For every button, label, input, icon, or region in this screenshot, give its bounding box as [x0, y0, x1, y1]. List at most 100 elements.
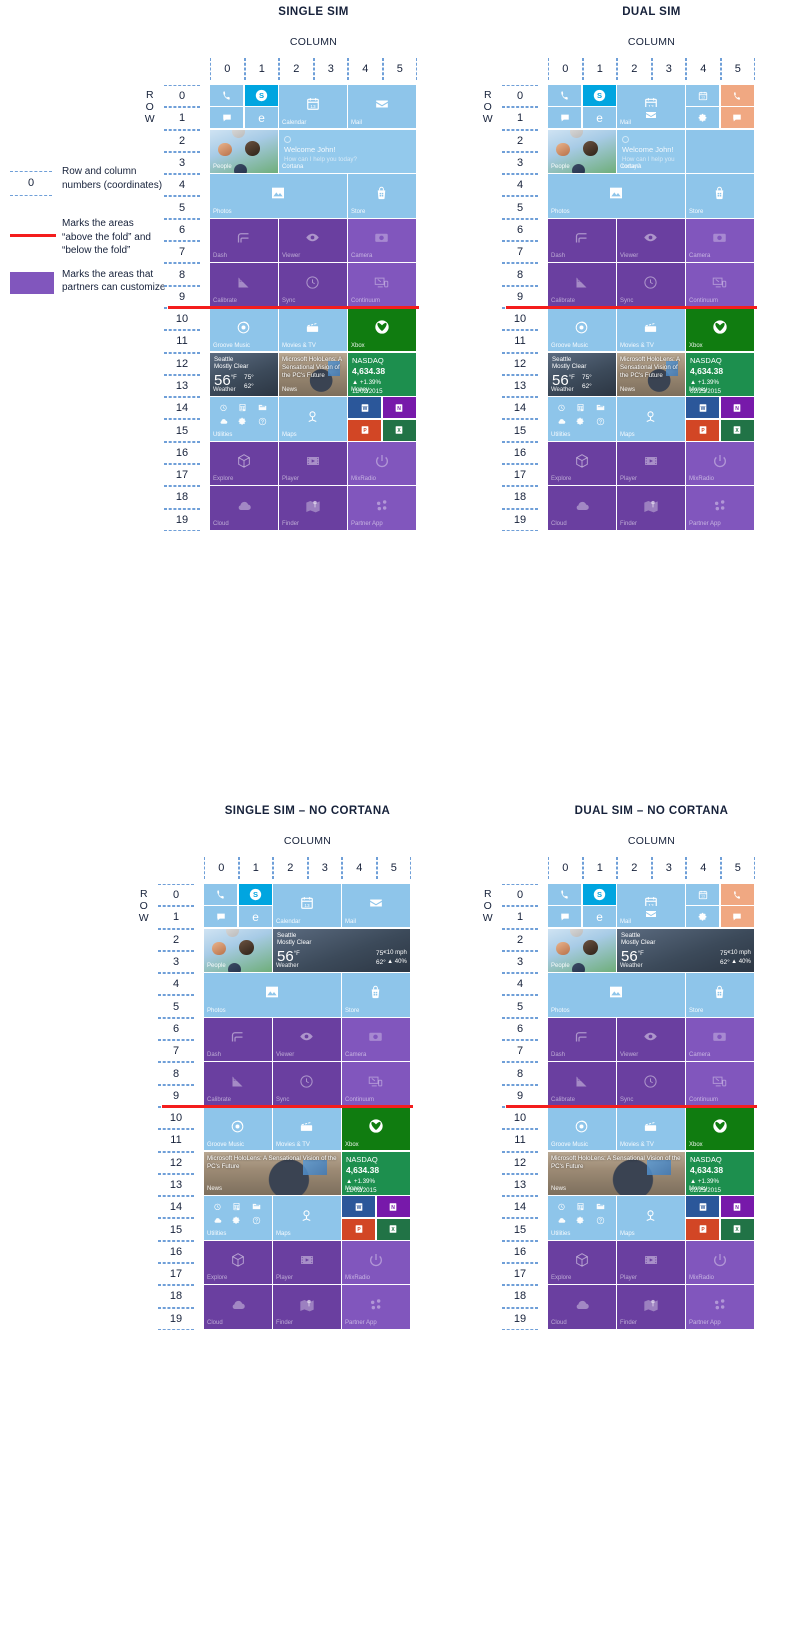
tile-dash[interactable]: Dash [548, 1017, 616, 1062]
tile-settings[interactable] [686, 107, 720, 129]
tile-cortana[interactable]: Welcome John! How can I help you today? Co… [617, 129, 685, 173]
tile-money[interactable]: NASDAQ 4,634.38 ▲ +1.39% 11/02/2015 Money [348, 352, 416, 396]
tile-cloud[interactable]: Cloud [204, 1285, 272, 1329]
tile-utilities[interactable]: Utilities [548, 397, 616, 441]
tile-sync[interactable]: Sync [617, 1062, 685, 1106]
tile-explore[interactable]: Explore [548, 1240, 616, 1285]
tile-cortana[interactable]: Welcome John! How can I help you today? Co… [279, 129, 416, 173]
tile-messaging[interactable] [548, 107, 582, 129]
tile-news[interactable]: Microsoft HoloLens: A Sensational Vision… [279, 352, 347, 396]
tile-powerpoint[interactable]: P [686, 1218, 720, 1240]
tile-movies[interactable]: Movies & TV [273, 1107, 341, 1151]
tile-explore[interactable]: Explore [204, 1240, 272, 1285]
tile-messaging[interactable] [204, 906, 238, 928]
tile-dash[interactable]: Dash [548, 218, 616, 263]
tile-finder[interactable]: Finder [279, 486, 347, 530]
tile-maps[interactable]: Maps [617, 1196, 685, 1240]
tile-viewer[interactable]: Viewer [273, 1017, 341, 1062]
tile-photos[interactable]: Photos [210, 174, 347, 218]
tile-xbox[interactable]: Xbox [686, 1107, 754, 1151]
tile-mail-wide[interactable]: Mail [617, 906, 685, 928]
tile-partner-app[interactable]: Partner App [342, 1285, 410, 1329]
tile-cloud[interactable]: Cloud [548, 486, 616, 530]
tile-continuum[interactable]: Continuum [348, 263, 416, 307]
tile-xbox[interactable]: Xbox [686, 308, 754, 352]
tile-explore[interactable]: Explore [548, 441, 616, 486]
tile-store[interactable]: Store [348, 174, 416, 218]
tile-money[interactable]: NASDAQ 4,634.38 ▲ +1.39% 11/02/2015 Money [342, 1151, 410, 1195]
tile-phone-2[interactable] [720, 85, 754, 107]
tile-excel[interactable]: X [376, 1218, 410, 1240]
tile-word[interactable]: W [686, 397, 720, 419]
tile-weather-wide[interactable]: Seattle Mostly Clear 56°F 75° 62° <10 mph ▲ 40… [617, 928, 754, 972]
tile-word[interactable]: W [348, 397, 382, 419]
tile-word[interactable]: W [342, 1196, 376, 1218]
tile-calendar[interactable]: 13 Calendar [279, 85, 347, 129]
tile-camera[interactable]: Camera [348, 218, 416, 263]
tile-excel[interactable]: X [382, 419, 416, 441]
tile-weather[interactable]: Seattle Mostly Clear 56°F 75° 62° Weather [210, 352, 278, 396]
tile-mail[interactable]: 13 [686, 884, 720, 906]
tile-people[interactable]: People [204, 928, 272, 972]
tile-store[interactable]: Store [342, 973, 410, 1017]
tile-onenote[interactable]: N [382, 397, 416, 419]
tile-calibrate[interactable]: Calibrate [548, 1062, 616, 1106]
tile-news[interactable]: Microsoft HoloLens: A Sensational Vision… [204, 1151, 341, 1195]
tile-finder[interactable]: Finder [273, 1285, 341, 1329]
tile-skype[interactable]: S [582, 85, 616, 107]
tile-cloud[interactable]: Cloud [548, 1285, 616, 1329]
tile-dash[interactable]: Dash [204, 1017, 272, 1062]
tile-continuum[interactable]: Continuum [342, 1062, 410, 1106]
tile-money[interactable]: NASDAQ 4,634.38 ▲ +1.39% 02/25/2015 Money [686, 1151, 754, 1195]
tile-settings[interactable] [686, 906, 720, 928]
tile-excel[interactable]: X [720, 419, 754, 441]
tile-utilities[interactable]: Utilities [210, 397, 278, 441]
tile-store[interactable]: Store [686, 174, 754, 218]
tile-movies[interactable]: Movies & TV [617, 308, 685, 352]
tile-messaging-2[interactable] [720, 107, 754, 129]
tile-phone[interactable] [548, 85, 582, 107]
tile-partner-app[interactable]: Partner App [686, 486, 754, 530]
tile-people[interactable]: People [548, 928, 616, 972]
tile-groove[interactable]: Groove Music [210, 308, 278, 352]
tile-calibrate[interactable]: Calibrate [548, 263, 616, 307]
tile-weather-wide[interactable]: Seattle Mostly Clear 56°F 75° 62° <10 mph ▲ 40… [273, 928, 410, 972]
tile-powerpoint[interactable]: P [686, 419, 720, 441]
tile-sync[interactable]: Sync [273, 1062, 341, 1106]
tile-sync[interactable]: Sync [279, 263, 347, 307]
tile-finder[interactable]: Finder [617, 1285, 685, 1329]
tile-edge[interactable]: e [244, 107, 278, 129]
tile-maps[interactable]: Maps [617, 397, 685, 441]
tile-money[interactable]: NASDAQ 4,634.38 ▲ +1.39% 02/25/2015 Money [686, 352, 754, 396]
tile-camera[interactable]: Camera [686, 1017, 754, 1062]
tile-messaging-2[interactable] [720, 906, 754, 928]
tile-photos[interactable]: Photos [548, 174, 685, 218]
tile-groove[interactable]: Groove Music [204, 1107, 272, 1151]
tile-maps[interactable]: Maps [279, 397, 347, 441]
tile-people[interactable]: People [210, 129, 278, 173]
tile-xbox[interactable]: Xbox [342, 1107, 410, 1151]
tile-calendar[interactable]: 13 Calendar [273, 884, 341, 928]
tile-edge[interactable]: e [238, 906, 272, 928]
tile-weather[interactable]: Seattle Mostly Clear 56°F 75° 62° Weather [548, 352, 616, 396]
tile-player[interactable]: Player [617, 1240, 685, 1285]
tile-edge[interactable]: e [582, 107, 616, 129]
tile-phone[interactable] [210, 85, 244, 107]
tile-people[interactable]: People [548, 129, 616, 173]
tile-skype[interactable]: S [582, 884, 616, 906]
tile-dash[interactable]: Dash [210, 218, 278, 263]
tile-camera[interactable]: Camera [686, 218, 754, 263]
tile-phone[interactable] [548, 884, 582, 906]
tile-partner-app[interactable]: Partner App [348, 486, 416, 530]
tile-store[interactable]: Store [686, 973, 754, 1017]
tile-viewer[interactable]: Viewer [617, 218, 685, 263]
tile-mail[interactable]: Mail [348, 85, 416, 129]
tile-finder[interactable]: Finder [617, 486, 685, 530]
tile-edge[interactable]: e [582, 906, 616, 928]
tile-sync[interactable]: Sync [617, 263, 685, 307]
tile-movies[interactable]: Movies & TV [617, 1107, 685, 1151]
tile-blank-dual[interactable] [686, 129, 754, 173]
tile-phone-2[interactable] [720, 884, 754, 906]
tile-excel[interactable]: X [720, 1218, 754, 1240]
tile-onenote[interactable]: N [720, 397, 754, 419]
